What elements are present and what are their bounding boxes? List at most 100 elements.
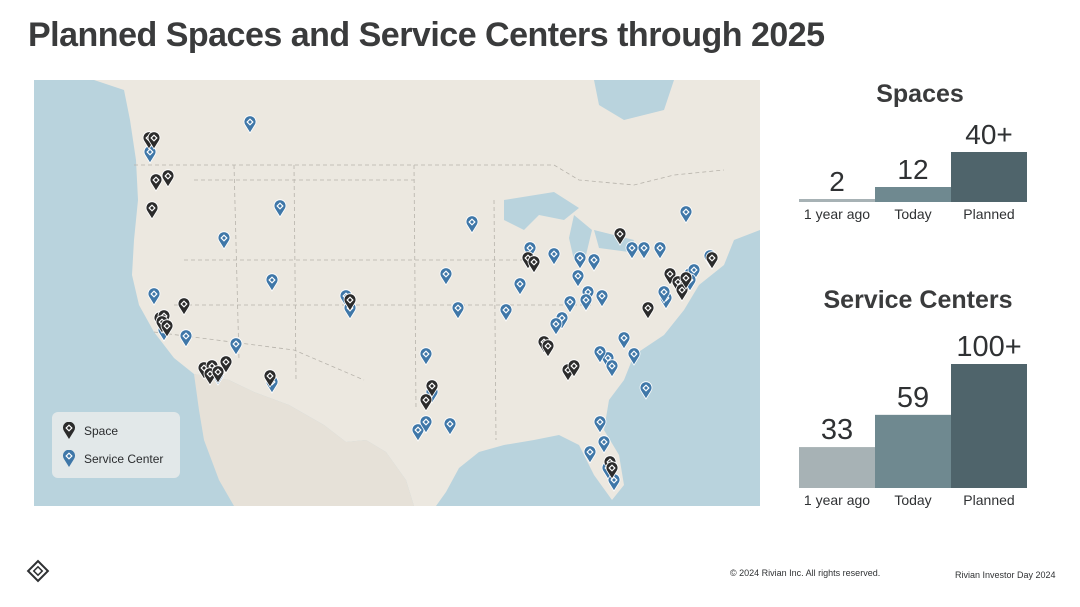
service-center-pin-icon [639, 381, 653, 400]
service-center-pin-icon [513, 277, 527, 296]
page-title: Planned Spaces and Service Centers throu… [28, 16, 825, 54]
service-center-pin-icon [687, 263, 701, 282]
space-pin-icon [613, 227, 627, 246]
bar-today [875, 414, 951, 488]
space-pin-icon [605, 461, 619, 480]
service-center-pin-icon [273, 199, 287, 218]
event-name: Rivian Investor Day 2024 [955, 570, 1056, 580]
space-pin-icon [343, 293, 357, 312]
copyright-text: © 2024 Rivian Inc. All rights reserved. [730, 568, 881, 578]
great-lakes [504, 192, 634, 260]
service-center-pin-icon [523, 241, 537, 260]
service-center-pin-icon [411, 423, 425, 442]
service-center-pin-icon [679, 205, 693, 224]
bar-value-label: 40+ [965, 119, 1013, 150]
service-center-pin-icon [595, 289, 609, 308]
bar-value-label: 100+ [956, 331, 1021, 363]
service-center-pin-icon [653, 241, 667, 260]
service-center-pin-icon [229, 337, 243, 356]
space-pin-icon [705, 251, 719, 270]
rivian-compass-logo-icon [26, 559, 50, 583]
hudson-bay [594, 80, 674, 120]
space-pin-icon [161, 169, 175, 188]
space-pin-icon [419, 393, 433, 412]
map-legend: Space Service Center [52, 412, 180, 478]
service-center-pin-icon [217, 231, 231, 250]
service-center-pin-icon [587, 253, 601, 272]
space-pin-icon [219, 355, 233, 374]
service-center-pin-icon [439, 267, 453, 286]
category-label: Planned [963, 492, 1014, 508]
bar-1-year-ago [799, 447, 875, 488]
service-center-pin-icon [563, 295, 577, 314]
legend-space-label: Space [84, 424, 119, 438]
category-label: Today [894, 492, 931, 508]
service-center-pin-icon [625, 241, 639, 260]
bar-value-label: 12 [897, 154, 928, 185]
bar-planned [951, 152, 1027, 202]
service-center-pin-icon [657, 285, 671, 304]
service-centers-chart-title: Service Centers [823, 286, 1013, 314]
space-pin-icon [641, 301, 655, 320]
service-centers-bar-chart: 33 1 year ago 59 Today 100+ Planned [799, 331, 1027, 508]
category-label: Planned [963, 206, 1014, 222]
service-center-pin-icon [419, 347, 433, 366]
space-pin-icon [160, 319, 174, 338]
space-pin-icon [63, 422, 75, 439]
spaces-bar-chart: 2 1 year ago 12 Today 40+ Planned [799, 119, 1027, 222]
space-pin-icon [679, 271, 693, 290]
service-center-pin-icon [593, 345, 607, 364]
service-center-pin-icon [63, 450, 75, 467]
spaces-chart-title: Spaces [876, 80, 964, 108]
service-center-pin-icon [571, 269, 585, 288]
service-center-pin-icon [265, 273, 279, 292]
service-center-pin-icon [419, 415, 433, 434]
bar-value-label: 59 [897, 382, 929, 414]
space-pin-icon [663, 267, 677, 286]
bar-planned [951, 364, 1027, 488]
space-pin-icon [425, 379, 439, 398]
space-pin-icon [177, 297, 191, 316]
service-center-pin-icon [465, 215, 479, 234]
service-center-pin-icon [605, 359, 619, 378]
service-center-pin-icon [617, 331, 631, 350]
service-center-pin-icon [627, 347, 641, 366]
service-center-pin-icon [547, 247, 561, 266]
service-center-pin-icon [451, 301, 465, 320]
space-pin-icon [211, 365, 225, 384]
category-label: 1 year ago [804, 492, 870, 508]
legend-service-center-label: Service Center [84, 452, 164, 466]
legend-service-center: Service Center [62, 450, 163, 468]
bar-1-year-ago [799, 199, 875, 202]
space-pin-icon [263, 369, 277, 388]
service-center-pin-icon [179, 329, 193, 348]
service-center-pin-icon [579, 293, 593, 312]
us-map[interactable] [34, 80, 760, 506]
category-label: 1 year ago [804, 206, 870, 222]
service-center-pin-icon [243, 115, 257, 134]
service-center-pin-icon [549, 317, 563, 336]
space-pin-icon [147, 131, 161, 150]
space-pin-icon [567, 359, 581, 378]
space-pin-icon [145, 201, 159, 220]
category-label: Today [894, 206, 931, 222]
mexico-land [194, 374, 414, 506]
service-center-pin-icon [583, 445, 597, 464]
service-center-pin-icon [573, 251, 587, 270]
space-pin-icon [149, 173, 163, 192]
service-center-pin-icon [637, 241, 651, 260]
service-center-pin-icon [593, 415, 607, 434]
pins-layer [142, 115, 719, 492]
bar-value-label: 2 [829, 166, 845, 197]
border-lines [134, 164, 725, 441]
space-pin-icon [527, 255, 541, 274]
service-center-pin-icon [147, 287, 161, 306]
land-mass [34, 80, 760, 506]
legend-space: Space [62, 422, 118, 440]
bar-today [875, 187, 951, 202]
service-center-pin-icon [499, 303, 513, 322]
service-center-pin-icon [597, 435, 611, 454]
service-center-pin-icon [443, 417, 457, 436]
space-pin-icon [541, 339, 555, 358]
bar-value-label: 33 [821, 414, 853, 446]
